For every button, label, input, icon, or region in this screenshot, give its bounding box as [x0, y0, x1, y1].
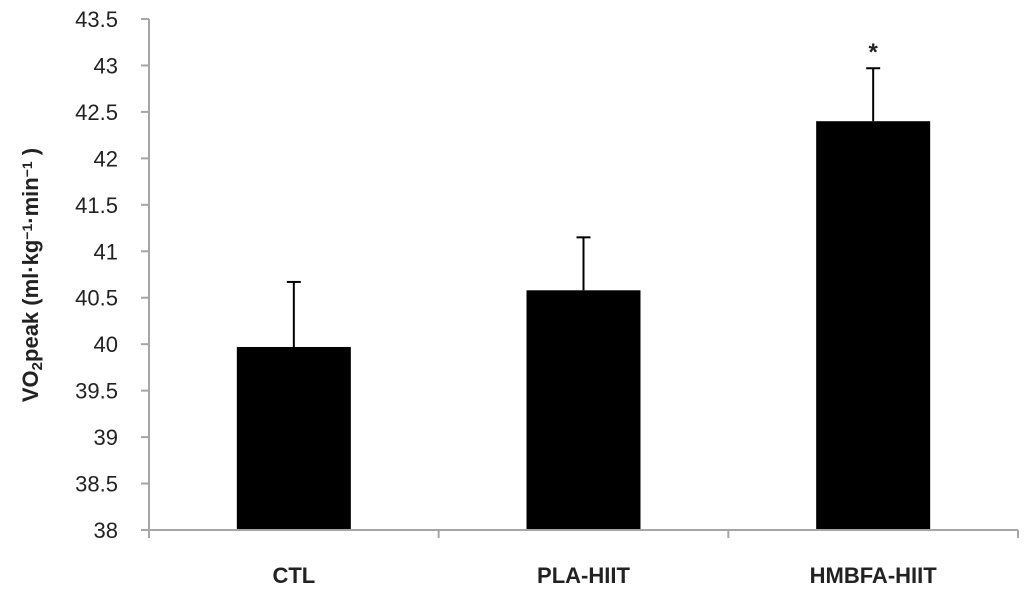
- y-axis-label-part: ·min: [18, 177, 43, 223]
- bars: *: [236, 39, 931, 530]
- y-axis-label-part: −1: [19, 161, 35, 177]
- y-tick-label: 38: [94, 518, 118, 543]
- x-tick-label: HMBFA-HIIT: [810, 563, 938, 588]
- y-tick-label: 41.5: [75, 193, 118, 218]
- y-axis-label-part: −1: [19, 224, 35, 240]
- x-tick-label: PLA-HIIT: [537, 563, 630, 588]
- y-axis-label: VO2peak (ml·kg−1·min−1 ): [18, 148, 46, 402]
- significance-marker: *: [868, 39, 878, 66]
- y-axis-label-part: 2: [29, 362, 46, 370]
- x-tick-label: CTL: [272, 563, 315, 588]
- bar-ctl: [236, 346, 351, 530]
- y-tick-label: 43: [94, 53, 118, 78]
- x-axis: CTL PLA-HIIT HMBFA-HIIT: [141, 529, 1019, 588]
- y-tick-label: 39: [94, 425, 118, 450]
- y-tick-label: 38.5: [75, 472, 118, 497]
- y-tick-label: 40: [94, 332, 118, 357]
- y-tick-label: 42.5: [75, 100, 118, 125]
- y-tick-label: 42: [94, 146, 118, 171]
- y-tick-label: 40.5: [75, 286, 118, 311]
- y-tick-label: 43.5: [75, 7, 118, 32]
- bar-pla-hiit: [526, 290, 641, 530]
- y-axis-label-part: ): [18, 148, 43, 161]
- bar-hmbfa-hiit: [816, 121, 931, 530]
- y-tick-label: 41: [94, 239, 118, 264]
- y-axis-label-part: VO: [18, 370, 43, 402]
- y-axis-label-part: peak (ml·kg: [18, 240, 43, 362]
- y-axis: 38 38.5 39 39.5 40 40.5 41 41.5 42 42.5 43 43.5: [75, 7, 150, 543]
- y-tick-label: 39.5: [75, 379, 118, 404]
